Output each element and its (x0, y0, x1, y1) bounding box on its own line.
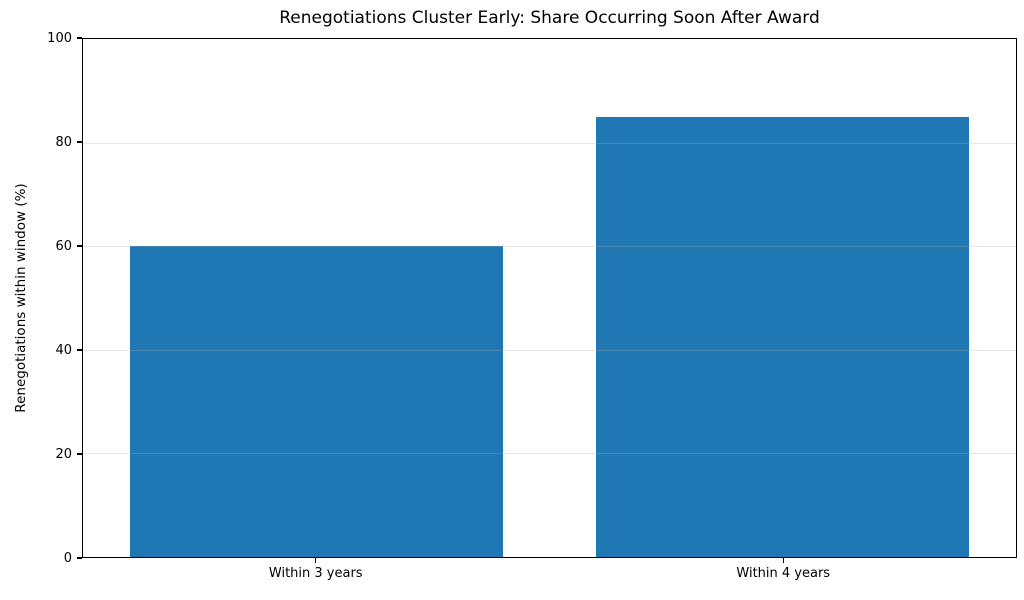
y-tick-mark (77, 349, 82, 351)
x-tick-mark (782, 558, 784, 563)
y-tick-mark (77, 245, 82, 247)
y-tick-label: 40 (55, 342, 72, 358)
x-tick-mark (315, 558, 317, 563)
y-tick-label: 100 (47, 30, 72, 46)
y-axis-title-text: Renegotiations within window (%) (13, 183, 29, 413)
y-tick-label: 60 (55, 238, 72, 254)
bar-within-4-years (596, 116, 970, 557)
chart-title: Renegotiations Cluster Early: Share Occu… (279, 8, 820, 28)
y-tick-label: 20 (55, 446, 72, 462)
y-tick-label: 0 (63, 550, 72, 566)
y-tick-mark (77, 453, 82, 455)
y-tick-label: 80 (55, 134, 72, 150)
x-tick-label: Within 4 years (736, 566, 831, 581)
x-tick-label: Within 3 years (268, 566, 363, 581)
y-tick-mark (77, 557, 82, 559)
y-tick-mark (77, 37, 82, 39)
y-tick-mark (77, 141, 82, 143)
y-axis-title: Renegotiations within window (%) (13, 183, 29, 412)
plot-area (82, 38, 1017, 558)
bar-within-3-years (129, 246, 503, 557)
bars-layer (83, 39, 1016, 557)
